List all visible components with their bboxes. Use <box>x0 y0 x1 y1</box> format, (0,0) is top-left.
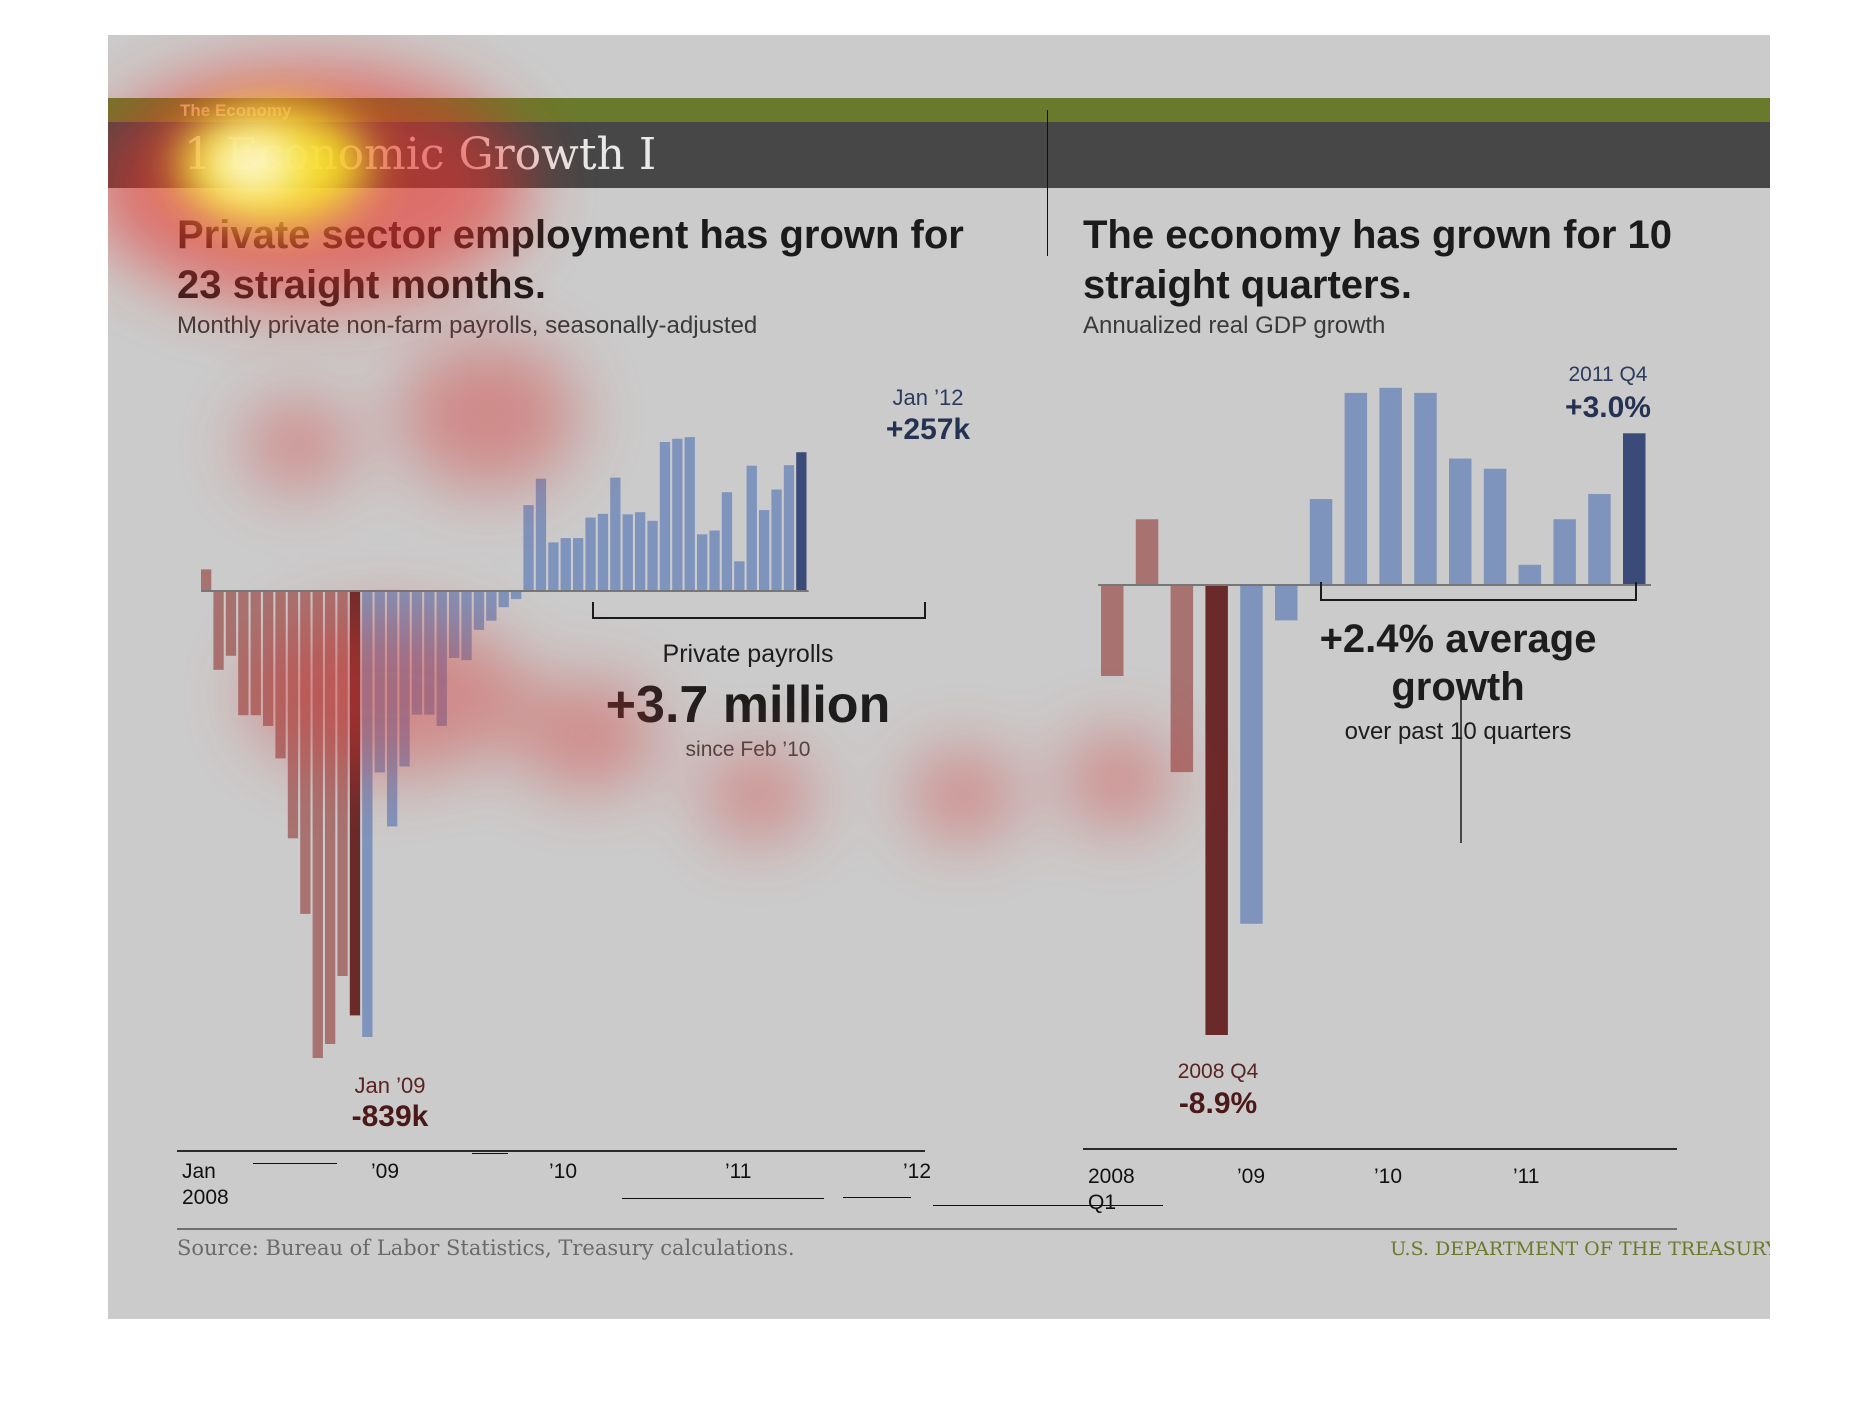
payrolls-bar <box>213 591 224 670</box>
payrolls-bar <box>337 591 348 976</box>
payrolls-peak-value: +257k <box>885 413 971 446</box>
slide-canvas: The Economy 1 Economic Growth I Private … <box>108 35 1770 1319</box>
payrolls-bar <box>597 513 609 591</box>
payrolls-bar <box>523 505 534 591</box>
gdp-trough-value: -8.9% <box>1178 1087 1258 1120</box>
right-chart-subtitle: Annualized real GDP growth <box>1083 312 1386 339</box>
payrolls-bar <box>709 530 720 591</box>
payrolls-bar <box>635 512 646 591</box>
gdp-tick-2008: 2008 Q1 <box>1088 1164 1135 1216</box>
gdp-average-value: +2.4% average growth <box>1319 617 1597 709</box>
gdp-tick-10: ’10 <box>1374 1165 1403 1188</box>
gdp-bar <box>1449 458 1472 585</box>
gdp-bar <box>1344 392 1368 585</box>
payrolls-bar <box>548 542 559 591</box>
payrolls-bar <box>585 517 596 591</box>
payrolls-bar <box>721 492 733 591</box>
gdp-average-note: over past 10 quarters <box>1344 718 1572 745</box>
payrolls-bar <box>771 489 782 591</box>
gdp-tick-11: ’11 <box>1513 1165 1540 1188</box>
payrolls-bar <box>362 591 373 1037</box>
payrolls-bar <box>560 538 571 591</box>
payrolls-bar <box>486 591 497 621</box>
payrolls-bar <box>238 591 249 716</box>
title-divider <box>1047 110 1048 256</box>
gdp-bar <box>1623 433 1646 585</box>
scan-artifact-line <box>843 1197 911 1198</box>
payrolls-bar <box>473 591 485 630</box>
payrolls-bar <box>647 520 658 591</box>
payrolls-tick-11: ’11 <box>725 1160 752 1183</box>
source-note: Source: Bureau of Labor Statistics, Trea… <box>177 1236 795 1260</box>
left-chart-subtitle: Monthly private non-farm payrolls, seaso… <box>177 312 758 339</box>
gdp-tick-09: ’09 <box>1237 1165 1266 1188</box>
payrolls-tick-12: ’12 <box>903 1160 932 1183</box>
payrolls-bar <box>672 438 683 591</box>
payrolls-tick-2008: Jan 2008 <box>182 1159 229 1211</box>
gdp-peak-value: +3.0% <box>1565 391 1651 424</box>
payrolls-bar <box>312 591 323 1059</box>
payrolls-bar <box>746 465 757 591</box>
footer-rule <box>177 1228 1677 1230</box>
payrolls-bar <box>796 452 807 591</box>
payrolls-axis-rule <box>177 1150 925 1152</box>
payrolls-bar <box>759 510 770 591</box>
payrolls-bar <box>573 538 584 591</box>
gdp-bar <box>1309 499 1333 585</box>
scan-artifact-line <box>253 1163 337 1164</box>
gdp-bar <box>1553 519 1576 585</box>
payrolls-bar <box>610 477 621 591</box>
payrolls-bar <box>498 591 509 608</box>
payrolls-bar <box>325 591 336 1044</box>
payrolls-annotation-label: Private payrolls <box>662 640 834 668</box>
payrolls-annotation-value: +3.7 million <box>605 676 891 734</box>
payrolls-bar <box>684 437 695 591</box>
payrolls-bar <box>659 441 671 591</box>
gdp-tick-label: 2008 Q1 <box>1088 1165 1135 1214</box>
payrolls-peak-label: Jan ’12 <box>892 385 964 410</box>
gdp-bar <box>1588 493 1611 585</box>
gdp-bar <box>1379 387 1402 585</box>
payrolls-tick-label: Jan 2008 <box>182 1160 229 1209</box>
payrolls-bracket <box>592 602 926 619</box>
scan-artifact-line <box>472 1153 508 1154</box>
gdp-bar <box>1483 468 1507 585</box>
payrolls-annotation-note: since Feb ’10 <box>685 738 811 761</box>
gdp-bar <box>1101 585 1124 677</box>
gdp-bar <box>1240 585 1263 924</box>
payrolls-bar <box>783 465 795 591</box>
payrolls-bar <box>511 591 522 600</box>
payrolls-tick-09: ’09 <box>371 1160 400 1183</box>
payrolls-bar <box>697 534 708 591</box>
payrolls-bar <box>201 569 212 591</box>
payrolls-bar <box>734 561 745 591</box>
treasury-wordmark: U.S. DEPARTMENT OF THE TREASURY <box>1390 1238 1770 1260</box>
gdp-bracket <box>1320 582 1637 601</box>
payrolls-bar <box>535 478 547 591</box>
gdp-bar <box>1135 519 1159 585</box>
right-chart-headline: The economy has grown for 10 straight qu… <box>1083 213 1673 307</box>
gdp-bar <box>1170 585 1194 773</box>
gdp-peak-label: 2011 Q4 <box>1568 363 1648 386</box>
gdp-bar <box>1518 564 1542 585</box>
payrolls-bar <box>225 591 237 656</box>
payrolls-tick-10: ’10 <box>549 1160 578 1183</box>
scan-artifact-line <box>933 1205 1163 1206</box>
gdp-trough-label: 2008 Q4 <box>1177 1060 1259 1083</box>
scan-artifact-line <box>622 1198 824 1199</box>
payrolls-trough-value: -839k <box>351 1100 429 1133</box>
payrolls-bar <box>349 591 361 1016</box>
gdp-bar <box>1275 585 1298 621</box>
gdp-bar <box>1205 585 1228 1035</box>
payrolls-bar <box>622 514 633 591</box>
payrolls-trough-label: Jan ’09 <box>354 1073 426 1098</box>
gdp-bar <box>1414 392 1437 585</box>
gdp-bar-chart <box>1098 387 1651 1035</box>
gdp-axis-rule <box>1083 1148 1677 1150</box>
